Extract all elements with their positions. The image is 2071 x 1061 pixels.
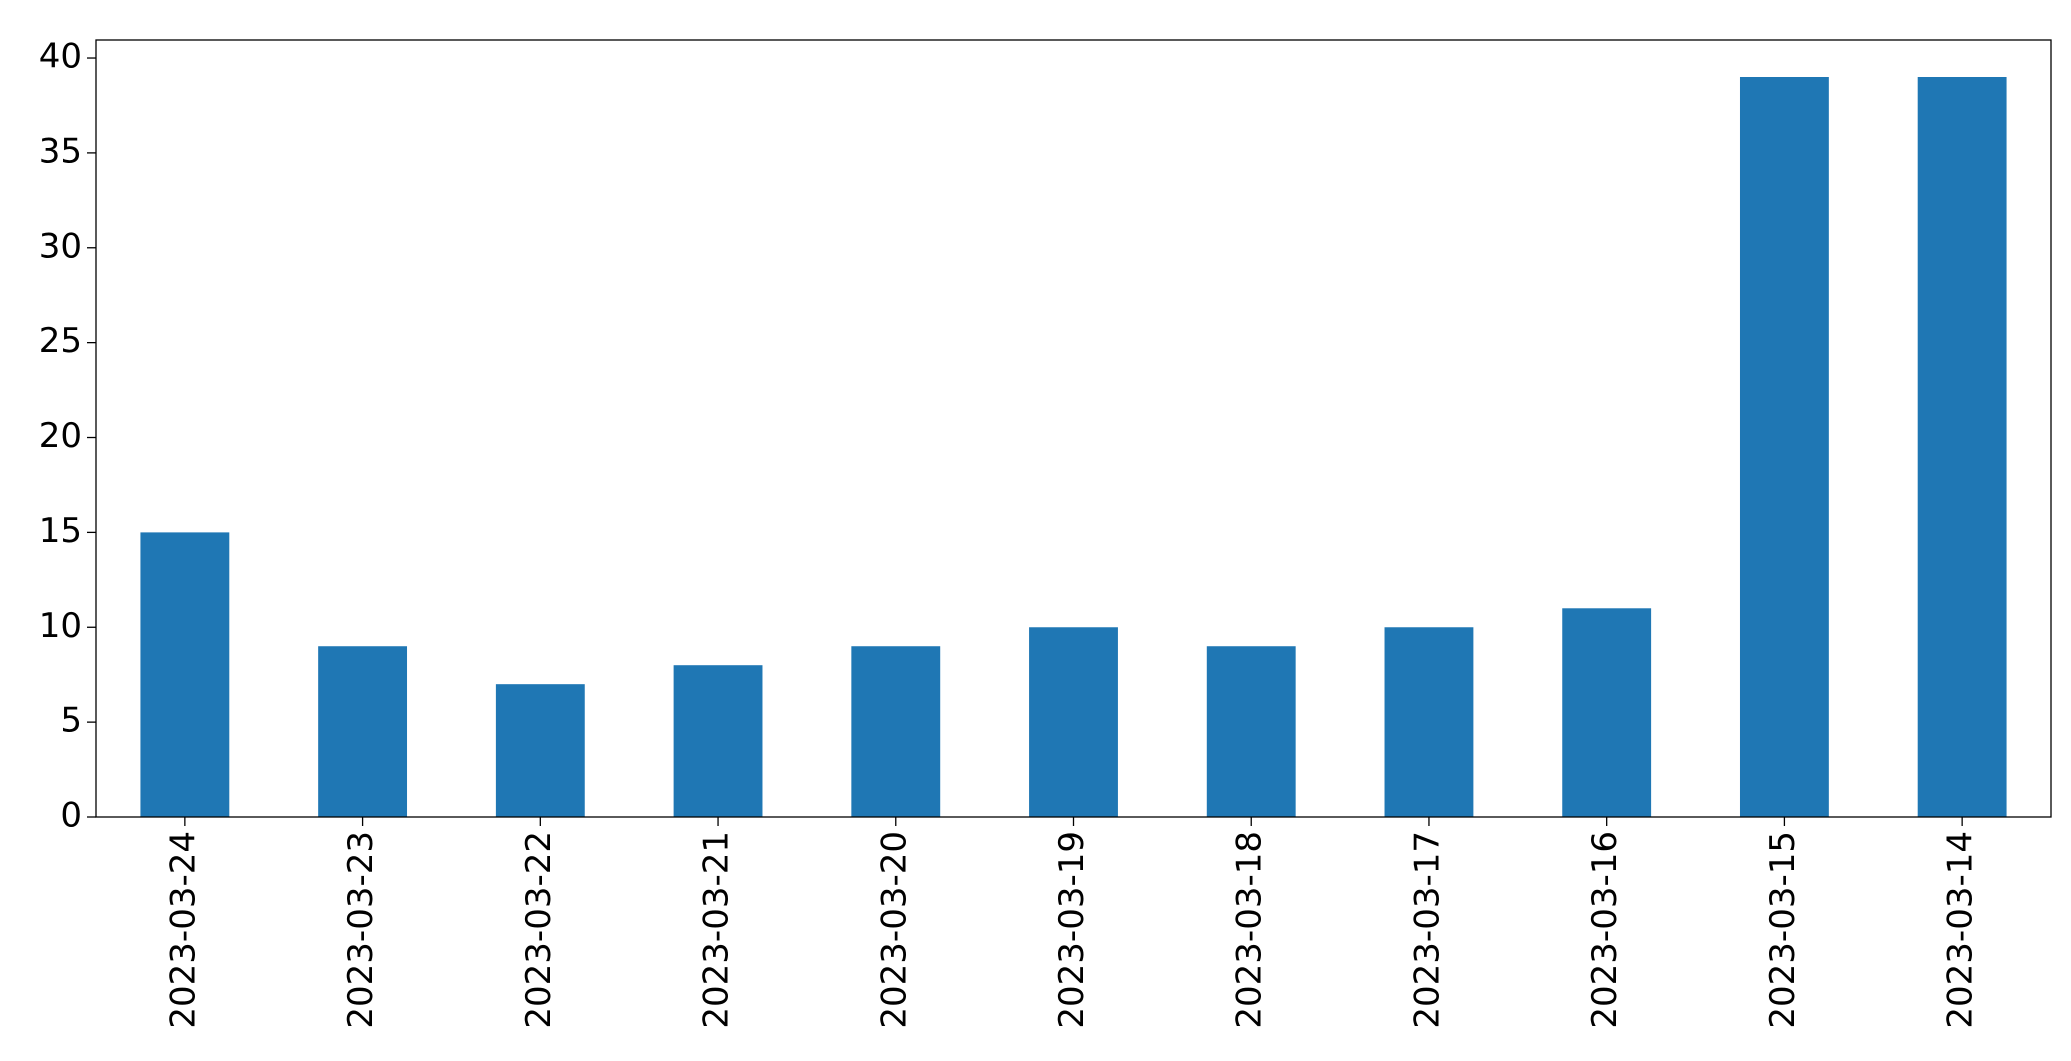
y-tick-label: 25 (39, 321, 82, 361)
y-tick-label: 35 (39, 131, 82, 171)
x-tick-label: 2023-03-14 (1941, 831, 1981, 1029)
bar (1917, 77, 2007, 817)
bar (495, 684, 585, 817)
x-tick-label: 2023-03-24 (163, 831, 203, 1029)
x-tick-label: 2023-03-17 (1407, 831, 1447, 1029)
x-tick-label: 2023-03-21 (697, 831, 737, 1029)
x-tick-label: 2023-03-16 (1585, 831, 1625, 1029)
plot-frame (95, 39, 2052, 818)
y-tick-label: 20 (39, 416, 82, 456)
bar (1562, 608, 1652, 817)
y-tick-label: 5 (60, 701, 82, 741)
y-tick-label: 0 (60, 796, 82, 836)
y-tick-label: 10 (39, 606, 82, 646)
x-tick-label: 2023-03-18 (1230, 831, 1270, 1029)
x-tick-label: 2023-03-22 (519, 831, 559, 1029)
x-tick-label: 2023-03-23 (341, 831, 381, 1029)
x-tick-label: 2023-03-20 (874, 831, 914, 1029)
y-tick-label: 15 (39, 511, 82, 551)
bar (318, 646, 408, 817)
bar (1384, 627, 1474, 817)
bar (673, 665, 763, 817)
y-tick-label: 40 (39, 37, 82, 77)
bar (1739, 77, 1829, 817)
bar (1206, 646, 1296, 817)
x-tick-label: 2023-03-15 (1763, 831, 1803, 1029)
bar (851, 646, 941, 817)
bar (1029, 627, 1118, 817)
bar (140, 532, 230, 817)
y-tick-label: 30 (39, 226, 82, 266)
x-tick-label: 2023-03-19 (1052, 831, 1092, 1029)
